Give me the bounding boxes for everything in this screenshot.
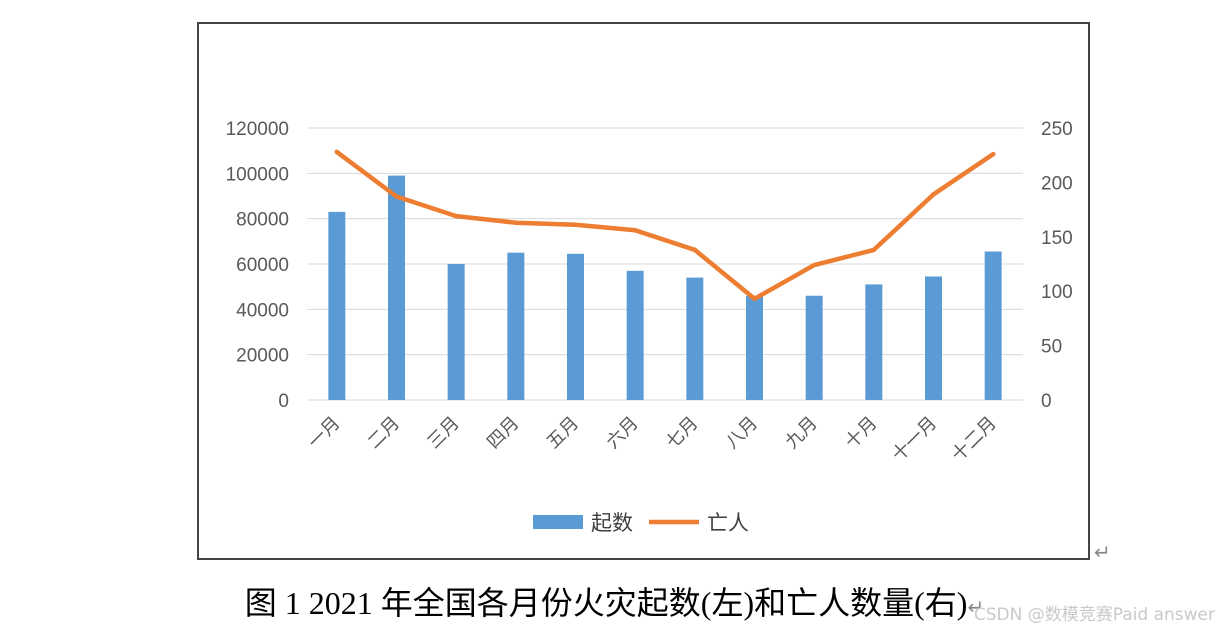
line-point-八月: [752, 296, 757, 302]
y-left-tick-label: 60000: [236, 255, 289, 276]
bar-七月: [686, 277, 704, 400]
caption-text: 图 1 2021 年全国各月份火灾起数(左)和亡人数量(右): [244, 585, 968, 621]
legend: 起数 亡人: [533, 511, 749, 535]
watermark: CSDN @数模竞赛Paid answer: [973, 605, 1215, 625]
line-point-十二月: [990, 151, 996, 157]
y-left-tick-label: 100000: [226, 164, 289, 185]
y-right-tick-label: 200: [1041, 173, 1073, 194]
line-series-亡人: [334, 149, 996, 302]
bar-八月: [746, 295, 763, 400]
bar-四月: [507, 252, 525, 400]
y-left-tick-label: 0: [278, 391, 289, 412]
line-point-九月: [811, 262, 817, 268]
y-right-tick-label: 250: [1041, 119, 1073, 140]
bar-十月: [865, 284, 883, 400]
x-tick-label: 三月: [423, 413, 463, 453]
y-left-tick-label: 20000: [236, 346, 289, 367]
line-point-五月: [573, 222, 578, 228]
x-tick-label: 十一月: [888, 413, 941, 466]
bar-三月: [447, 264, 465, 400]
y-right-tick-label: 150: [1041, 228, 1073, 249]
y-right-tick-label: 0: [1041, 391, 1052, 412]
x-tick-label: 十二月: [948, 413, 1001, 466]
figure-caption: 图 1 2021 年全国各月份火灾起数(左)和亡人数量(右)↵: [0, 578, 1229, 624]
line-point-十月: [871, 247, 877, 253]
x-tick-label: 十月: [841, 413, 881, 453]
line-point-一月: [334, 149, 340, 155]
paragraph-return-mark: ↵: [1094, 540, 1111, 564]
legend-swatch-bar: [533, 515, 583, 529]
fire-chart: 0 20000 40000 60000 80000 100000 120000 0 50 100 1…: [226, 119, 1073, 535]
line-point-二月: [394, 194, 399, 199]
legend-label-bar: 起数: [591, 511, 633, 535]
y-right-tick-label: 50: [1041, 337, 1062, 358]
bar-十一月: [925, 276, 942, 400]
x-tick-label: 一月: [304, 413, 344, 453]
x-tick-label: 六月: [602, 413, 642, 453]
bar-五月: [567, 253, 584, 400]
caption-return-mark: ↵: [967, 595, 985, 619]
x-tick-label: 九月: [781, 413, 821, 453]
chart-frame: 0 20000 40000 60000 80000 100000 120000 0 50 100 1…: [197, 22, 1090, 560]
x-tick-label: 五月: [543, 413, 583, 453]
line-point-七月: [692, 247, 698, 253]
bar-十二月: [984, 251, 1002, 400]
line-point-十一月: [931, 192, 936, 197]
x-tick-label: 二月: [364, 413, 404, 453]
x-tick-label: 八月: [722, 413, 762, 453]
y-right-tick-label: 100: [1041, 282, 1073, 303]
bar-二月: [388, 175, 405, 400]
legend-label-line: 亡人: [707, 511, 749, 535]
bar-九月: [805, 295, 823, 400]
bar-一月: [328, 211, 346, 400]
y-left-tick-label: 80000: [236, 210, 289, 231]
y-left-tick-label: 120000: [226, 119, 289, 140]
line-point-三月: [453, 213, 459, 219]
x-tick-label: 七月: [662, 413, 702, 453]
bar-六月: [626, 270, 644, 400]
line-point-六月: [632, 228, 638, 233]
line-point-四月: [513, 220, 519, 225]
y-left-tick-label: 40000: [236, 300, 289, 321]
x-tick-label: 四月: [483, 413, 523, 453]
